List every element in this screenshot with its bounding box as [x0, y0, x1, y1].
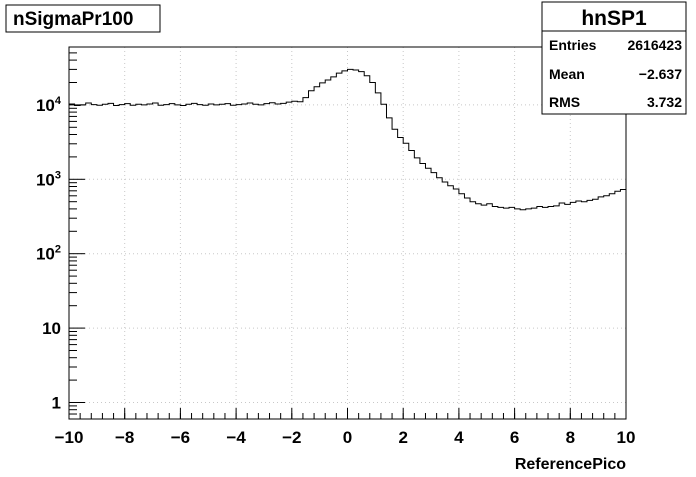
axis-ticks	[68, 46, 627, 420]
y-tick-label: 104	[36, 95, 62, 115]
x-tick-label: −6	[171, 428, 190, 447]
x-tick-label: 2	[398, 428, 407, 447]
title-box: nSigmaPr100	[5, 4, 161, 33]
grid	[68, 47, 627, 419]
x-tick-label: 8	[566, 428, 575, 447]
x-tick-label: −8	[115, 428, 134, 447]
stats-histogram-name: hnSP1	[581, 7, 647, 30]
x-tick-label: −2	[282, 428, 301, 447]
stats-box: hnSP1 Entries 2616423 Mean −2.637 RMS 3.…	[541, 1, 687, 115]
x-tick-label: 4	[454, 428, 464, 447]
stats-entries-value: 2616423	[627, 37, 682, 53]
y-tick-label: 103	[36, 169, 61, 189]
stats-box-frame	[541, 1, 687, 115]
y-tick-label: 102	[36, 244, 61, 264]
stats-mean-label: Mean	[549, 66, 585, 82]
x-tick-label: 0	[343, 428, 352, 447]
histogram-title: nSigmaPr100	[13, 9, 133, 30]
stats-rms-label: RMS	[549, 94, 580, 110]
x-tick-label: 10	[617, 428, 636, 447]
y-tick-label: 1	[52, 393, 61, 412]
x-tick-label: −10	[55, 428, 84, 447]
title-box-frame	[5, 4, 161, 33]
y-tick-label: 10	[42, 319, 61, 338]
x-axis-title: ReferencePico	[515, 456, 626, 472]
histogram-series	[69, 68, 626, 211]
stats-entries-label: Entries	[549, 37, 597, 53]
stats-mean-value: −2.637	[639, 66, 682, 82]
stats-rms-value: 3.732	[647, 94, 682, 110]
tick-labels: −10 −8 −6 −4 −2 0 2 4 6 8 10 1 10 102 103 104	[36, 95, 636, 447]
x-tick-label: 6	[510, 428, 519, 447]
x-tick-label: −4	[226, 428, 246, 447]
